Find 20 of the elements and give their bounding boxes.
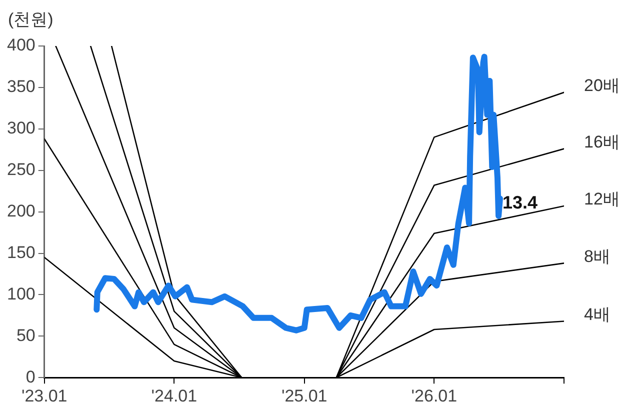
x-tick-label: '24.01 — [151, 386, 198, 406]
y-tick-label: 400 — [6, 36, 36, 55]
series-label: 4배 — [584, 304, 610, 324]
x-tick-label: '26.01 — [411, 386, 458, 406]
series-label: 20배 — [584, 76, 620, 96]
y-tick-label: 150 — [6, 242, 36, 262]
y-tick-label: 100 — [6, 284, 36, 304]
y-tick-label: 0 — [26, 367, 36, 386]
annotation: 13.4 — [502, 192, 538, 212]
series-label: 8배 — [584, 246, 610, 266]
x-tick-label: '23.01 — [21, 386, 68, 406]
y-tick-label: 350 — [6, 77, 36, 96]
series-label: 12배 — [584, 190, 620, 209]
y-axis-title: (천원) — [8, 10, 54, 30]
series-label: 16배 — [584, 132, 620, 152]
y-tick-label: 200 — [6, 201, 36, 220]
y-tick-label: 300 — [6, 118, 36, 138]
x-tick-label: '25.01 — [281, 386, 328, 406]
y-tick-label: 50 — [16, 326, 36, 345]
y-tick-label: 250 — [6, 160, 36, 180]
